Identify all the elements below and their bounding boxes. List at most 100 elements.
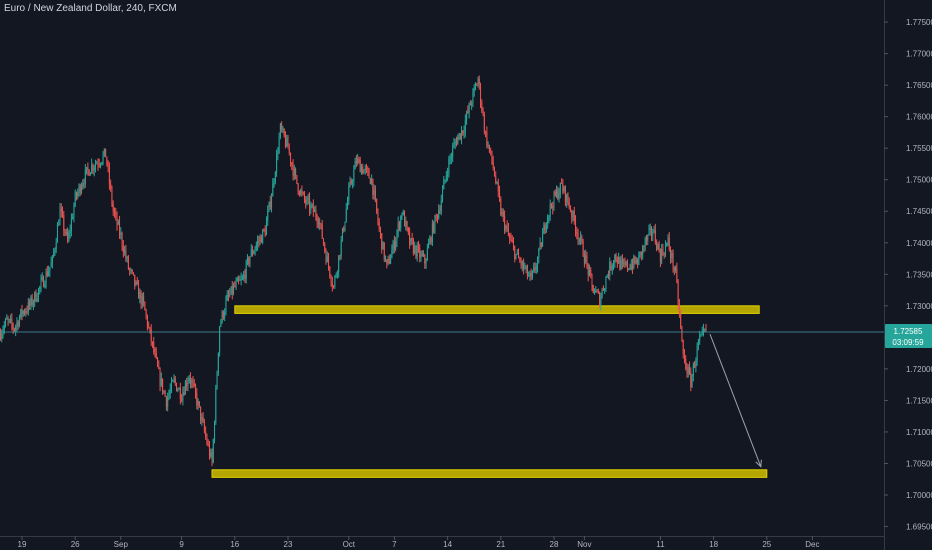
candle-body — [654, 229, 656, 243]
candle-body — [165, 396, 167, 407]
candle-body — [348, 186, 350, 201]
candle-body — [597, 291, 599, 294]
candle-body — [468, 103, 470, 113]
candle-body — [383, 242, 385, 260]
candle-body — [264, 229, 266, 236]
candle-body — [523, 261, 525, 269]
target-zone[interactable] — [211, 469, 768, 478]
candle-body — [17, 321, 19, 327]
candle-body — [278, 137, 280, 153]
candle-body — [296, 174, 298, 184]
candle-body — [172, 380, 174, 382]
candle-body — [360, 166, 362, 173]
candle-body — [443, 180, 445, 190]
candle-body — [675, 267, 677, 271]
candle-body — [267, 210, 269, 222]
zones-layer[interactable] — [211, 305, 768, 478]
candle-body — [207, 444, 209, 446]
candle-body — [168, 393, 170, 398]
candle-body — [138, 283, 140, 299]
candle-body — [630, 264, 632, 270]
candle-body — [547, 217, 549, 225]
candle-body — [662, 249, 664, 254]
candle-body — [335, 274, 337, 277]
candle-body — [374, 190, 376, 199]
candle-body — [393, 241, 395, 250]
candle-body — [353, 169, 355, 182]
candle-body — [500, 199, 502, 215]
candle-body — [485, 131, 487, 133]
candle-body — [148, 326, 150, 328]
candle-body — [697, 341, 699, 346]
candle-body — [609, 262, 611, 276]
candle-body — [677, 282, 679, 305]
candle-body — [614, 254, 616, 263]
candle-body — [146, 315, 148, 327]
candle-body — [600, 296, 602, 307]
candle-body — [529, 273, 531, 276]
candle-body — [447, 173, 449, 176]
candle-body — [639, 251, 641, 255]
candle-body — [135, 281, 137, 286]
candle-body — [13, 328, 15, 331]
candle-body — [663, 253, 665, 255]
y-tick-label: 1.75500 — [906, 144, 932, 153]
price-axis[interactable]: 1.77500 1.77000 1.76500 1.76000 1.75500 1.750… — [884, 0, 932, 550]
candle-body — [391, 250, 393, 259]
candle-body — [64, 230, 66, 234]
candle-body — [628, 268, 630, 270]
candle-body — [673, 267, 675, 271]
candle-body — [62, 211, 64, 216]
y-tick-label: 1.71500 — [906, 396, 932, 405]
candle-body — [291, 162, 293, 165]
candle-body — [414, 245, 416, 253]
candle-body — [347, 200, 349, 210]
candle-body — [357, 159, 359, 163]
candle-body — [92, 164, 94, 171]
candle-body — [225, 300, 227, 313]
candle-body — [681, 326, 683, 341]
candle-body — [200, 406, 202, 421]
candle-body — [580, 236, 582, 240]
candle-body — [221, 311, 223, 322]
candle-body — [187, 381, 189, 387]
candle-body — [509, 235, 511, 239]
candle-body — [330, 276, 332, 283]
candle-body — [116, 214, 118, 225]
candle-body — [11, 318, 13, 325]
time-axis[interactable]: 19 26 Sep 9 16 23 Oct 7 14 21 28 Nov 11 18 25 Dec — [0, 536, 884, 549]
candle-body — [481, 102, 483, 111]
candle-body — [320, 223, 322, 225]
candle-body — [212, 439, 214, 463]
candle-body — [607, 275, 609, 277]
candle-body — [516, 252, 518, 255]
candle-body — [79, 185, 81, 193]
candle-body — [377, 211, 379, 223]
candle-body — [5, 319, 7, 326]
candle-body — [362, 166, 364, 174]
candle-body — [668, 237, 670, 250]
candle-body — [217, 352, 219, 374]
candle-body — [462, 130, 464, 134]
candle-body — [358, 159, 360, 161]
candle-body — [45, 271, 47, 285]
candle-body — [309, 198, 311, 211]
candle-body — [21, 309, 23, 315]
resistance-zone[interactable] — [234, 305, 760, 314]
candle-body — [43, 277, 45, 287]
candle-body — [193, 383, 195, 386]
candle-body — [231, 286, 233, 294]
candle-body — [68, 232, 70, 242]
candle-body — [160, 378, 162, 386]
candle-body — [26, 311, 28, 313]
candle-body — [569, 207, 571, 212]
candle-body — [526, 265, 528, 276]
candle-body — [678, 304, 680, 314]
x-tick-label: Oct — [343, 540, 356, 549]
candle-body — [476, 84, 478, 86]
candle-body — [29, 301, 31, 306]
candle-body — [599, 293, 601, 307]
candle-body — [549, 204, 551, 215]
candle-body — [695, 360, 697, 368]
